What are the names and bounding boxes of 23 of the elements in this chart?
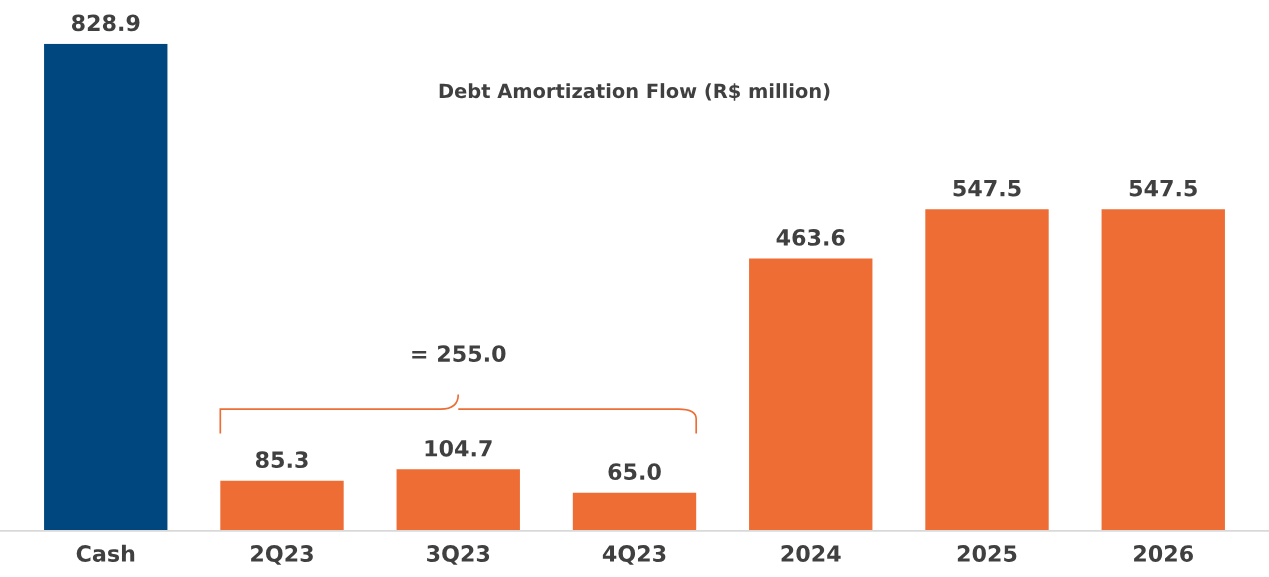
bar — [572, 492, 697, 531]
bar — [1101, 209, 1225, 531]
data-label: 547.5 — [953, 180, 1021, 197]
data-label: 547.5 — [1129, 180, 1197, 197]
x-tick-label: 2Q23 — [251, 545, 313, 565]
data-label: 85.3 — [255, 451, 308, 469]
x-tick-label: 2026 — [1134, 545, 1193, 562]
bar — [749, 258, 873, 531]
bar — [44, 43, 168, 531]
data-label: 104.7 — [425, 439, 492, 457]
x-tick-label: 4Q23 — [602, 545, 666, 565]
data-label: 65.0 — [608, 463, 661, 481]
bar — [220, 480, 344, 531]
x-tick-label: 3Q23 — [427, 545, 490, 565]
x-tick-label: 2025 — [957, 545, 1017, 562]
annotation: = 255.0 — [412, 345, 506, 362]
text: Debt Amortization Flow (R$ million) — [439, 83, 830, 101]
data-label: 828.9 — [71, 14, 140, 32]
bar — [396, 469, 520, 531]
data-label: 463.6 — [776, 229, 845, 246]
x-tick-label: 2024 — [781, 545, 841, 562]
x-tick-label: Cash — [76, 544, 135, 562]
bar — [925, 209, 1049, 531]
